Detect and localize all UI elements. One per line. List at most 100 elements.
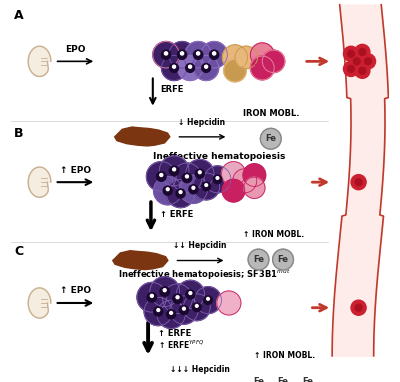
Circle shape	[262, 50, 285, 73]
Circle shape	[179, 175, 208, 203]
Circle shape	[359, 67, 366, 74]
Polygon shape	[28, 167, 51, 197]
Circle shape	[185, 42, 211, 68]
Polygon shape	[115, 127, 170, 146]
Circle shape	[222, 162, 246, 186]
Circle shape	[170, 296, 198, 324]
Polygon shape	[28, 46, 51, 76]
Circle shape	[217, 291, 241, 315]
Circle shape	[360, 54, 376, 69]
Circle shape	[192, 186, 195, 189]
Circle shape	[173, 168, 176, 171]
Circle shape	[224, 59, 246, 82]
Polygon shape	[28, 288, 51, 318]
Circle shape	[166, 310, 176, 319]
Text: EPO: EPO	[65, 45, 86, 54]
Circle shape	[205, 184, 208, 186]
Circle shape	[212, 52, 216, 55]
Circle shape	[349, 54, 364, 69]
Circle shape	[248, 371, 269, 382]
Text: ↓ Hepcidin: ↓ Hepcidin	[178, 118, 226, 128]
Polygon shape	[113, 251, 168, 270]
Text: A: A	[14, 10, 24, 23]
Circle shape	[195, 169, 204, 178]
Circle shape	[172, 65, 176, 68]
Circle shape	[348, 65, 354, 72]
Text: ↓↓ Hepcidin: ↓↓ Hepcidin	[173, 241, 227, 250]
Circle shape	[180, 52, 184, 55]
Circle shape	[192, 303, 201, 312]
Circle shape	[144, 297, 172, 325]
Text: C: C	[14, 245, 23, 258]
Circle shape	[169, 42, 195, 68]
Circle shape	[355, 304, 362, 311]
Circle shape	[201, 42, 227, 68]
Circle shape	[153, 42, 179, 68]
Text: ↑ ERFE: ↑ ERFE	[160, 210, 194, 219]
Circle shape	[176, 280, 204, 309]
Circle shape	[137, 282, 167, 312]
Circle shape	[147, 293, 157, 302]
Circle shape	[166, 179, 195, 208]
Circle shape	[202, 182, 210, 191]
Circle shape	[173, 294, 182, 303]
Circle shape	[156, 172, 166, 181]
Text: ↑ EPO: ↑ EPO	[60, 166, 91, 175]
Circle shape	[273, 371, 294, 382]
Text: Fe: Fe	[253, 255, 264, 264]
Circle shape	[222, 179, 245, 202]
Text: Ineffective hematopoiesis; SF3B1$^{mut}$: Ineffective hematopoiesis; SF3B1$^{mut}$	[118, 268, 291, 282]
Circle shape	[160, 173, 163, 176]
Circle shape	[351, 300, 366, 315]
Circle shape	[273, 249, 294, 270]
Text: ↑ IRON MOBL.: ↑ IRON MOBL.	[243, 230, 304, 239]
Text: Fe: Fe	[302, 377, 313, 382]
Circle shape	[235, 46, 258, 69]
Circle shape	[150, 295, 153, 297]
Circle shape	[170, 63, 178, 72]
Circle shape	[344, 46, 358, 62]
Circle shape	[186, 160, 214, 188]
Text: Fe: Fe	[278, 255, 288, 264]
Circle shape	[260, 128, 281, 149]
Circle shape	[157, 309, 160, 311]
Circle shape	[222, 45, 248, 70]
Text: ↑ EPO: ↑ EPO	[60, 286, 91, 295]
Circle shape	[178, 55, 203, 81]
Circle shape	[166, 188, 169, 191]
Circle shape	[170, 311, 172, 314]
Circle shape	[194, 287, 222, 314]
Circle shape	[250, 43, 274, 66]
Text: ↑ ERFE$^{YPFQ}$: ↑ ERFE$^{YPFQ}$	[158, 338, 205, 351]
Circle shape	[189, 292, 192, 295]
Circle shape	[365, 58, 372, 65]
Circle shape	[169, 166, 179, 176]
Circle shape	[351, 175, 366, 190]
Circle shape	[196, 304, 198, 307]
Circle shape	[182, 173, 192, 183]
Circle shape	[188, 65, 192, 68]
Circle shape	[186, 290, 195, 299]
Circle shape	[194, 55, 219, 81]
Circle shape	[359, 49, 366, 55]
Circle shape	[150, 277, 180, 306]
Text: ERFE: ERFE	[160, 85, 184, 94]
Polygon shape	[110, 375, 165, 382]
Text: B: B	[14, 128, 24, 141]
Circle shape	[207, 298, 209, 300]
Text: IRON MOBL.: IRON MOBL.	[242, 109, 299, 118]
Circle shape	[194, 50, 203, 59]
Circle shape	[183, 294, 210, 320]
Text: Fe: Fe	[265, 134, 276, 143]
Circle shape	[355, 63, 370, 78]
Circle shape	[250, 56, 274, 80]
Circle shape	[348, 50, 354, 57]
Circle shape	[163, 186, 172, 195]
Circle shape	[176, 296, 179, 299]
Circle shape	[189, 185, 198, 194]
Circle shape	[172, 163, 202, 193]
Text: Ineffective hematopoiesis: Ineffective hematopoiesis	[153, 152, 285, 162]
Circle shape	[159, 156, 189, 186]
Circle shape	[164, 52, 168, 55]
Circle shape	[163, 289, 166, 292]
